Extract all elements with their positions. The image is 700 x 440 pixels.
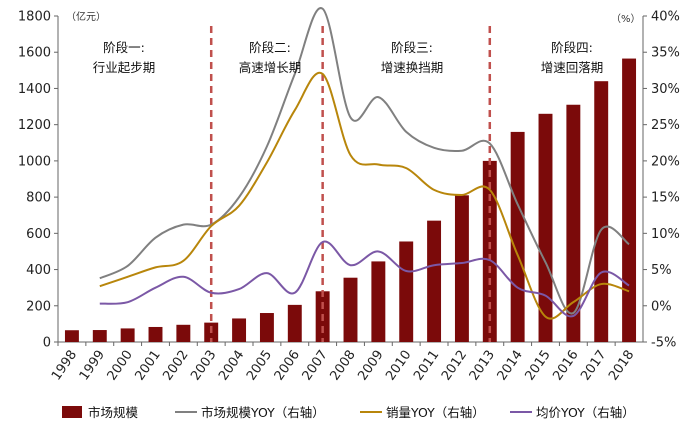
x-tick-label: 2011 [411,348,442,384]
x-tick-label: 2008 [328,348,359,384]
bar-2011 [427,220,442,342]
right-tick-label: 35% [651,46,680,61]
x-tick-label: 2013 [467,348,498,384]
bar-2009 [371,261,386,342]
bar-1999 [92,330,107,342]
left-tick-label: 1800 [18,10,51,25]
legend-label: 销量YOY（右轴） [386,405,485,420]
bar-2015 [538,113,553,342]
legend: 市场规模 市场规模YOY（右轴） 销量YOY（右轴） 均价YOY（右轴） [62,405,635,420]
bar-2014 [510,131,525,342]
x-tick-label: 2017 [578,348,609,384]
x-tick-label: 2000 [105,348,136,384]
bar-2018 [622,58,637,343]
legend-label: 均价YOY（右轴） [536,405,635,420]
x-tick-label: 2003 [188,348,219,384]
right-tick-label: 40% [651,10,680,25]
right-tick-label: 15% [651,191,680,206]
bar-2000 [120,328,135,342]
left-tick-label: 400 [26,263,51,278]
left-tick-label: 1200 [18,118,51,133]
left-tick-label: 1600 [18,46,51,61]
left-tick-label: 0 [43,336,51,351]
x-tick-label: 1998 [49,348,80,384]
bar-2004 [232,318,247,342]
x-tick-label: 2002 [160,348,191,384]
x-tick-label: 2018 [606,348,637,384]
left-axis-unit: （亿元） [66,10,106,23]
bar-2010 [399,241,414,342]
left-tick-label: 1400 [18,82,51,97]
stage-name: 高速增长期 [239,60,302,75]
bar-2001 [148,326,163,342]
x-tick-label: 2006 [272,348,303,384]
stage-title: 阶段四: [551,40,593,55]
x-tick-label: 1999 [77,348,108,384]
right-tick-label: 30% [651,82,680,97]
series-lines [99,7,630,320]
right-tick-label: -5% [651,336,676,351]
bar-2017 [594,81,609,342]
left-tick-label: 600 [26,227,51,242]
legend-label: 市场规模 [88,405,139,420]
x-tick-label: 2015 [523,348,554,384]
stage-dividers [209,26,492,342]
bar-2012 [454,195,469,342]
bar-2016 [566,104,581,342]
x-tick-label: 2005 [244,348,275,384]
right-tick-label: 10% [651,227,680,242]
left-tick-label: 200 [26,299,51,314]
x-tick-label: 2012 [439,348,470,384]
x-tick-label: 2014 [495,348,526,384]
x-tick-label: 2010 [383,348,414,384]
line-sales-yoy [99,71,630,320]
stage-title: 阶段一: [103,40,145,55]
stage-title: 阶段二: [249,40,291,55]
legend-label: 市场规模YOY（右轴） [201,405,325,420]
x-tick-label: 2007 [300,348,331,384]
bar-2006 [287,304,302,342]
bar-2008 [343,277,358,342]
right-axis-unit: （%） [611,13,641,25]
bar-1998 [64,330,79,342]
left-tick-label: 1000 [18,154,51,169]
left-tick-label: 800 [26,191,51,206]
stage-labels: 阶段一: 行业起步期 阶段二: 高速增长期 阶段三: 增速换挡期 阶段四: 增速回落期 [93,40,604,75]
right-tick-label: 5% [651,263,672,278]
bar-2013 [482,160,497,342]
legend-swatch-bar [62,406,82,418]
stage-name: 增速回落期 [541,60,604,75]
line-price-yoy [99,240,630,318]
line-market-size-yoy [99,7,630,315]
right-tick-label: 0% [651,299,672,314]
right-tick-label: 20% [651,154,680,169]
x-tick-label: 2009 [355,348,386,384]
x-tick-label: 2016 [550,348,581,384]
right-tick-label: 25% [651,118,680,133]
stage-name: 增速换挡期 [381,60,444,75]
stage-name: 行业起步期 [93,60,156,75]
bar-2002 [176,324,191,342]
x-tick-label: 2001 [133,348,164,384]
stage-title: 阶段三: [391,40,433,55]
bar-2005 [259,313,274,342]
x-tick-label: 2004 [216,348,247,384]
